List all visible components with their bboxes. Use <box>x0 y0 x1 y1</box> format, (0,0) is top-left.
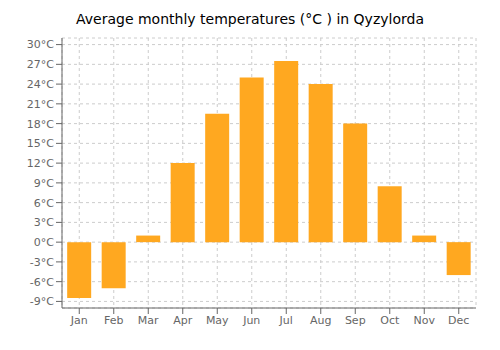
svg-text:15°C: 15°C <box>27 137 54 150</box>
svg-text:Sep: Sep <box>345 314 366 327</box>
svg-text:18°C: 18°C <box>27 118 54 131</box>
svg-text:Apr: Apr <box>173 314 193 327</box>
svg-text:-9°C: -9°C <box>30 295 54 308</box>
svg-text:24°C: 24°C <box>27 78 54 91</box>
svg-text:Feb: Feb <box>104 314 123 327</box>
svg-text:27°C: 27°C <box>27 58 54 71</box>
svg-text:Dec: Dec <box>448 314 469 327</box>
svg-text:Jul: Jul <box>279 314 293 327</box>
svg-text:30°C: 30°C <box>27 38 54 51</box>
svg-text:Oct: Oct <box>380 314 400 327</box>
svg-text:6°C: 6°C <box>34 197 54 210</box>
svg-text:9°C: 9°C <box>34 177 54 190</box>
svg-text:Jan: Jan <box>70 314 88 327</box>
svg-text:0°C: 0°C <box>34 236 54 249</box>
svg-text:3°C: 3°C <box>34 216 54 229</box>
svg-text:May: May <box>206 314 229 327</box>
svg-text:Jun: Jun <box>242 314 260 327</box>
html-text:Average monthly temperatures (: Average monthly temperatures (°C ) in Qy… <box>76 11 424 27</box>
svg-text:Mar: Mar <box>138 314 159 327</box>
svg-text:Aug: Aug <box>310 314 331 327</box>
svg-text:-6°C: -6°C <box>30 276 54 289</box>
svg-text:21°C: 21°C <box>27 98 54 111</box>
svg-text:12°C: 12°C <box>27 157 54 170</box>
svg-text:-3°C: -3°C <box>30 256 54 269</box>
svg-text:Nov: Nov <box>414 314 436 327</box>
